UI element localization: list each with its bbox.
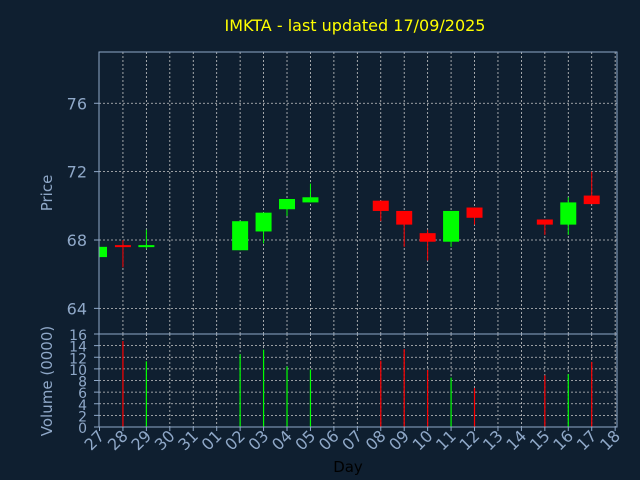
candle-body	[255, 212, 272, 232]
price-panel: 64 68 72 76 Price	[38, 51, 618, 335]
price-tick-label: 72	[67, 163, 87, 182]
candle-10	[419, 229, 436, 261]
price-y-axis-label: Price	[38, 175, 56, 212]
volume-tick-label: 12	[69, 351, 87, 367]
volume-tick-label: 0	[78, 421, 87, 437]
candle-body	[466, 207, 483, 218]
price-candles	[99, 171, 600, 268]
volume-tick-label: 8	[78, 375, 87, 391]
candle-body	[396, 210, 413, 225]
candle-09	[396, 210, 413, 247]
price-y-ticks: 64 68 72 76	[67, 94, 99, 318]
volume-y-axis-label: Volume (0000)	[38, 326, 56, 436]
candle-27	[99, 246, 107, 258]
price-tick-label: 64	[67, 299, 87, 318]
volume-tick-label: 16	[69, 328, 87, 344]
volume-tick-label: 4	[78, 398, 87, 414]
candle-11	[443, 210, 460, 247]
candle-body	[232, 221, 249, 251]
volume-grid	[99, 333, 617, 428]
candle-29	[138, 229, 155, 249]
volume-tick-label: 14	[69, 340, 87, 356]
chart-title: IMKTA - last updated 17/09/2025	[225, 16, 486, 35]
candle-body	[583, 195, 600, 205]
candle-03	[255, 212, 272, 244]
price-tick-label: 76	[67, 94, 87, 113]
candle-05	[302, 183, 319, 203]
candle-17	[583, 171, 600, 205]
candle-08	[372, 200, 389, 222]
x-axis-label: Day	[333, 458, 363, 476]
candle-15	[536, 219, 553, 235]
candle-16	[560, 197, 577, 235]
price-frame	[98, 51, 618, 335]
volume-tick-label: 6	[78, 386, 87, 402]
x-tick-label: 18	[596, 426, 624, 454]
price-tick-label: 68	[67, 231, 87, 250]
candle-body	[302, 197, 319, 203]
candle-body	[372, 200, 389, 211]
candle-12	[466, 207, 483, 225]
candle-28	[114, 240, 131, 268]
x-axis-ticks: 2728293031010203040506070809101112131415…	[80, 426, 623, 454]
candle-body	[536, 219, 553, 225]
price-grid	[99, 52, 617, 334]
candle-body	[138, 245, 155, 248]
volume-tick-label: 10	[69, 363, 87, 379]
candle-body	[560, 202, 577, 225]
candle-body	[279, 198, 296, 210]
candle-body	[419, 233, 436, 242]
volume-bars	[122, 340, 593, 427]
volume-tick-label: 2	[78, 409, 87, 425]
candle-body	[99, 246, 107, 258]
candle-body	[114, 245, 131, 248]
candle-body	[443, 210, 460, 242]
candle-04	[279, 198, 296, 217]
candle-02	[232, 221, 249, 251]
